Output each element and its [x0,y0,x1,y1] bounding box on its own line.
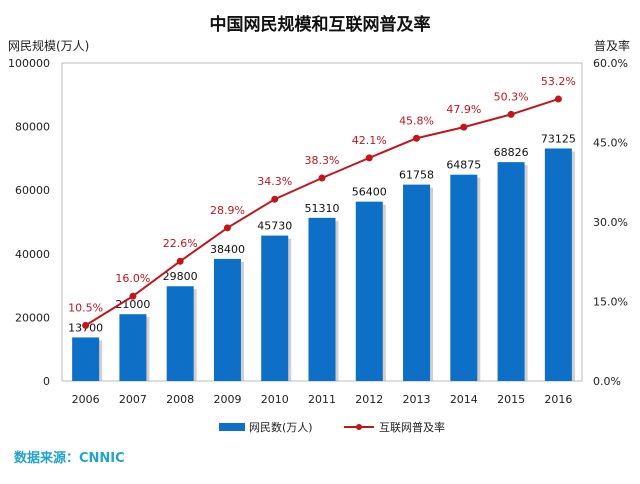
line-value-label: 50.3% [494,90,529,103]
x-axis-tick-label: 2011 [308,393,336,406]
legend-line-marker [356,424,362,430]
bar-value-label: 56400 [352,186,387,199]
left-axis-tick-label: 60000 [15,184,50,197]
left-axis-tick-label: 100000 [8,57,50,70]
line-value-label: 10.5% [68,301,103,314]
bar [166,286,194,381]
bar-value-label: 29800 [163,270,198,283]
line-value-label: 28.9% [210,204,245,217]
bar [119,314,147,381]
line-point [223,224,231,232]
line-point [460,123,468,131]
line-point [82,321,90,329]
line-value-label: 38.3% [305,154,340,167]
left-axis-ticks: 0 20000 40000 60000 80000 100000 [8,57,50,388]
x-axis-ticks: 2006 2007 2008 2009 2010 2011 2012 2013 2014 2015… [72,393,573,406]
x-axis-tick-label: 2009 [213,393,241,406]
left-axis-tick-label: 0 [43,375,50,388]
x-axis-tick-label: 2007 [119,393,147,406]
line-value-label: 42.1% [352,134,387,147]
line-value-label: 34.3% [257,175,292,188]
bar [72,337,100,381]
bar-value-label: 38400 [210,243,245,256]
bar-value-label: 51310 [305,202,340,215]
left-axis-title: 网民规模(万人) [8,38,89,53]
x-axis-tick-label: 2013 [403,393,431,406]
right-axis-tick-label: 15.0% [593,296,628,309]
right-axis-ticks: 0.0% 15.0% 30.0% 45.0% 60.0% [593,57,628,388]
bar [497,162,525,381]
line-value-label: 22.6% [163,237,198,250]
right-axis-tick-label: 0.0% [593,375,621,388]
line-value-label: 47.9% [446,103,481,116]
bar-value-label: 73125 [541,132,576,145]
legend: 网民数(万人) 互联网普及率 [219,420,445,434]
bar-value-label: 45730 [257,220,292,233]
bar [403,184,431,381]
line-value-label: 53.2% [541,75,576,88]
line-point [507,110,515,118]
line-point [129,292,137,300]
line-point [554,95,562,103]
right-axis-tick-label: 45.0% [593,137,628,150]
chart-title: 中国网民规模和互联网普及率 [210,14,431,35]
x-axis-tick-label: 2014 [450,393,478,406]
bar-value-label: 64875 [446,159,481,172]
x-axis-tick-label: 2012 [355,393,383,406]
bar [544,148,572,381]
bar-series: 1370021000298003840045730513105640061758… [68,132,576,381]
bar-value-label: 68826 [494,146,529,159]
data-source: 数据来源：CNNIC [14,450,125,466]
x-axis-tick-label: 2006 [72,393,100,406]
x-axis-tick-label: 2010 [261,393,289,406]
bar [355,201,383,381]
x-axis-tick-label: 2016 [544,393,572,406]
left-axis-tick-label: 80000 [15,121,50,134]
x-axis-tick-label: 2015 [497,393,525,406]
bar [261,235,289,381]
line-point [318,174,326,182]
legend-bar-label: 网民数(万人) [249,421,313,434]
left-axis-tick-label: 20000 [15,311,50,324]
right-axis-tick-label: 30.0% [593,216,628,229]
line-series: 10.5% 16.0% 22.6% 28.9% 34.3% 38.3% 42.1% 45.8%… [68,75,576,329]
legend-line-label: 互联网普及率 [379,420,445,434]
bar [308,217,336,381]
line-point [413,134,421,142]
right-axis-tick-label: 60.0% [593,57,628,70]
bar-value-label: 61758 [399,169,434,182]
x-axis-tick-label: 2008 [166,393,194,406]
bar [213,258,241,381]
line-value-label: 45.8% [399,114,434,127]
right-axis-title: 普及率 [594,38,630,53]
line-point [271,195,279,203]
line-point [365,154,373,162]
line-point [176,257,184,265]
line-value-label: 16.0% [115,272,150,285]
legend-bar-swatch [219,423,245,431]
left-axis-tick-label: 40000 [15,248,50,261]
bar [450,174,478,381]
